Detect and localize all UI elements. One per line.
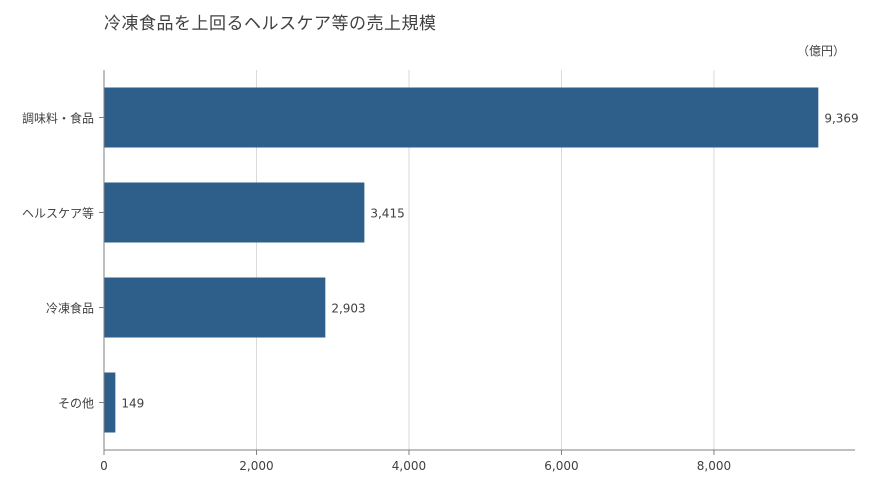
- bar-value-label: 9,369: [824, 112, 858, 126]
- x-tick-label: 0: [100, 459, 108, 473]
- x-tick-label: 8,000: [697, 459, 731, 473]
- category-label: 調味料・食品: [22, 111, 94, 126]
- x-tick-label: 4,000: [392, 459, 426, 473]
- category-label: その他: [58, 397, 94, 411]
- bar: [104, 87, 819, 148]
- bar-value-label: 3,415: [370, 207, 404, 221]
- bar: [104, 182, 365, 243]
- bar-value-label: 2,903: [331, 302, 365, 316]
- bar-value-label: 149: [121, 397, 144, 411]
- category-label: ヘルスケア等: [22, 207, 94, 221]
- bar: [104, 277, 326, 338]
- unit-label: （億円）: [796, 44, 845, 58]
- chart-title: 冷凍食品を上回るヘルスケア等の売上規模: [104, 14, 437, 34]
- x-tick-label: 2,000: [239, 459, 273, 473]
- category-label: 冷凍食品: [46, 301, 94, 316]
- x-tick-label: 6,000: [544, 459, 578, 473]
- bar: [104, 372, 116, 433]
